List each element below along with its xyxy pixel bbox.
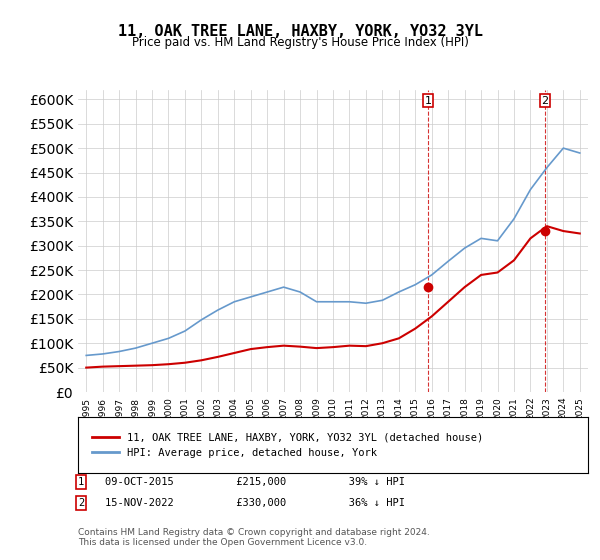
Text: 1: 1 xyxy=(425,96,431,106)
Text: 2: 2 xyxy=(78,498,84,508)
Text: 2: 2 xyxy=(541,96,548,106)
Legend: 11, OAK TREE LANE, HAXBY, YORK, YO32 3YL (detached house), HPI: Average price, d: 11, OAK TREE LANE, HAXBY, YORK, YO32 3YL… xyxy=(88,428,487,462)
Text: Contains HM Land Registry data © Crown copyright and database right 2024.
This d: Contains HM Land Registry data © Crown c… xyxy=(78,528,430,547)
Text: 1: 1 xyxy=(78,477,84,487)
Text: Price paid vs. HM Land Registry's House Price Index (HPI): Price paid vs. HM Land Registry's House … xyxy=(131,36,469,49)
Text: 15-NOV-2022          £330,000          36% ↓ HPI: 15-NOV-2022 £330,000 36% ↓ HPI xyxy=(105,498,405,508)
Text: 09-OCT-2015          £215,000          39% ↓ HPI: 09-OCT-2015 £215,000 39% ↓ HPI xyxy=(105,477,405,487)
Text: 11, OAK TREE LANE, HAXBY, YORK, YO32 3YL: 11, OAK TREE LANE, HAXBY, YORK, YO32 3YL xyxy=(118,24,482,39)
